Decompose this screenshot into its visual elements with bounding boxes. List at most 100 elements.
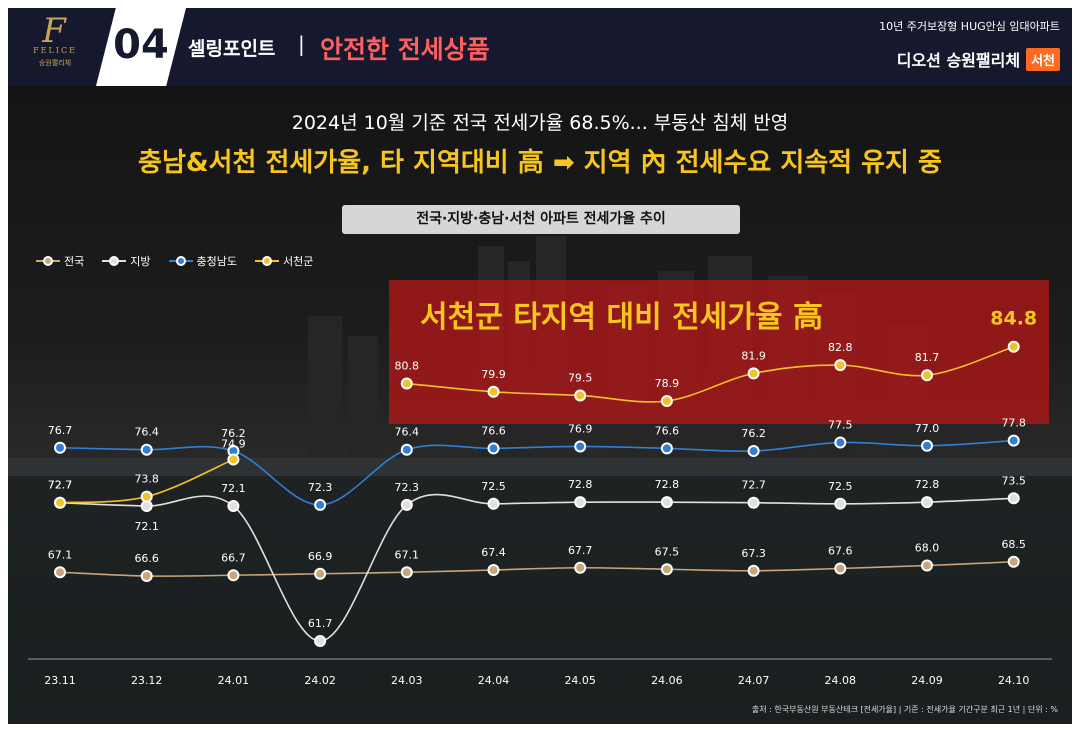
data-point-regional (660, 496, 673, 509)
section-number-badge: 04 (96, 8, 186, 86)
highlight-text: 서천군 타지역 대비 전세가율 高 (420, 300, 823, 335)
highlight-box (389, 280, 1049, 424)
data-point-regional (487, 497, 500, 510)
header-bar: F FELICE 승원팰리체 04 셀링포인트 | 안전한 전세상품 10년 주… (8, 8, 1072, 86)
data-point-nation (574, 561, 587, 574)
x-tick-label: 24.02 (304, 674, 336, 687)
product-name-row: 디오션 승원팰리체 서천 (897, 46, 1060, 72)
legend-label-nation: 전국 (64, 255, 85, 268)
data-point-nation (834, 562, 847, 575)
data-label-regional: 72.3 (395, 481, 420, 494)
legend-item-chungnam: 충청남도 (168, 253, 237, 269)
data-label-seocheon: 79.5 (568, 371, 593, 384)
headline-subtitle: 2024년 10월 기준 전국 전세가율 68.5%... 부동산 침체 반영 (291, 112, 789, 134)
data-point-chungnam (1007, 434, 1020, 447)
data-label-nation: 67.6 (828, 545, 853, 558)
data-point-regional (574, 496, 587, 509)
data-point-chungnam (140, 443, 153, 456)
data-label-nation: 66.7 (221, 551, 246, 564)
x-tick-label: 24.04 (478, 674, 510, 687)
data-label-regional: 72.1 (134, 520, 159, 533)
section-number: 04 (113, 22, 169, 68)
data-point-regional (834, 497, 847, 510)
brand-logo-sub: 승원팰리체 (38, 59, 72, 67)
data-label-chungnam: 76.4 (395, 426, 420, 439)
data-label-nation: 68.0 (915, 542, 940, 555)
data-label-nation: 66.6 (134, 552, 159, 565)
data-label-chungnam: 77.0 (915, 422, 940, 435)
data-label-regional: 72.8 (915, 478, 940, 491)
chart-legend: 전국 지방 충청남도 서천군 (36, 253, 313, 269)
data-point-regional (314, 635, 327, 647)
legend-item-seocheon: 서천군 (254, 253, 314, 269)
series-line-nation (59, 560, 1014, 577)
data-point-nation (921, 559, 933, 572)
data-label-chungnam: 76.7 (48, 424, 73, 437)
chart-panel: 2024년 10월 기준 전국 전세가율 68.5%... 부동산 침체 반영 … (8, 86, 1072, 724)
data-label-chungnam: 76.2 (221, 427, 246, 440)
data-label-regional: 72.7 (48, 479, 73, 492)
data-label-regional: 72.5 (828, 480, 853, 493)
data-point-seocheon (54, 496, 66, 509)
data-label-chungnam: 76.2 (741, 427, 766, 440)
data-point-regional (400, 498, 413, 511)
headline-main: 충남&서천 전세가율, 타 지역대비 高 ➡ 지역 內 전세수요 지속적 유지 … (138, 148, 942, 178)
data-point-seocheon (921, 369, 933, 382)
data-label-seocheon: 80.8 (395, 360, 420, 373)
data-point-chungnam (487, 442, 500, 455)
data-point-seocheon (834, 359, 847, 372)
data-point-chungnam (834, 436, 847, 449)
data-point-nation (660, 563, 673, 576)
data-label-nation: 67.5 (655, 545, 680, 558)
data-point-chungnam (314, 498, 327, 511)
data-point-regional (747, 496, 760, 509)
data-point-nation (487, 564, 500, 576)
series-line-seocheon (406, 345, 1014, 403)
data-label-seocheon: 74.9 (221, 437, 246, 450)
data-point-seocheon (227, 453, 240, 466)
legend-label-seocheon: 서천군 (282, 255, 314, 268)
data-label-nation: 67.1 (395, 548, 420, 561)
chart-label-pill: 전국·지방·충남·서천 아파트 전세가율 추이 (342, 205, 740, 234)
data-point-nation (400, 566, 413, 579)
line-chart: 23.11 23.12 24.01 24.02 24.03 24.04 24.05 24.06… (28, 308, 1052, 687)
data-point-nation (1007, 555, 1020, 568)
legend-label-regional: 지방 (130, 255, 151, 268)
data-label-seocheon: 79.9 (481, 368, 506, 381)
header-separator: | (298, 32, 305, 56)
data-label-nation: 67.1 (48, 548, 73, 561)
data-label-regional: 73.5 (1001, 474, 1026, 487)
legend-item-regional: 지방 (102, 253, 151, 269)
x-tick-label: 24.01 (218, 674, 250, 687)
data-point-regional (1007, 492, 1020, 505)
data-point-seocheon (660, 395, 673, 407)
data-label-chungnam: 77.8 (1001, 417, 1026, 430)
data-point-regional (227, 500, 240, 512)
legend-item-nation: 전국 (36, 253, 84, 269)
data-point-chungnam (660, 442, 673, 455)
data-point-seocheon (574, 389, 587, 402)
x-tick-label: 24.09 (911, 674, 943, 687)
data-label-seocheon: 82.8 (828, 341, 853, 354)
legend-swatch-regional (102, 256, 127, 266)
data-point-seocheon (400, 377, 413, 390)
data-label-seocheon: 73.8 (134, 473, 159, 486)
section-label: 셀링포인트 (188, 38, 276, 60)
data-point-nation (747, 564, 760, 577)
data-point-nation (54, 566, 66, 579)
data-label-chungnam: 72.3 (308, 481, 333, 494)
data-point-chungnam (921, 439, 933, 452)
data-label-nation: 67.7 (568, 544, 593, 557)
data-label-seocheon: 81.9 (741, 349, 766, 362)
page-title: 안전한 전세상품 (320, 35, 490, 64)
brand-logo-icon: F (42, 11, 66, 51)
data-label-chungnam: 76.6 (481, 424, 506, 437)
data-point-chungnam (400, 443, 413, 456)
data-point-seocheon (747, 367, 760, 380)
product-tagline: 10년 주거보장형 HUG안심 임대아파트 (879, 20, 1060, 33)
data-label-seocheon: 84.8 (990, 308, 1037, 330)
data-point-seocheon (1007, 340, 1020, 353)
brand-logo-word: FELICE (33, 46, 77, 55)
x-tick-label: 23.12 (131, 674, 163, 687)
